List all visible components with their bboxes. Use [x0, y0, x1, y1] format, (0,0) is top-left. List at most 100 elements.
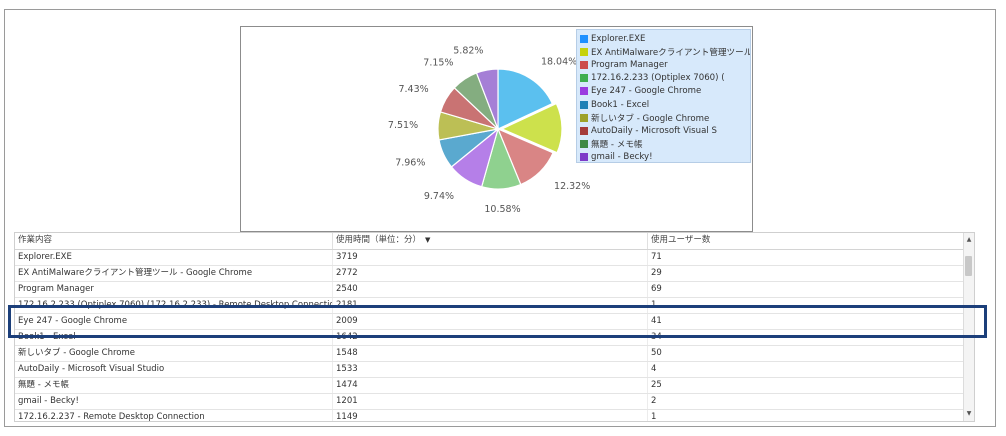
cell-task: AutoDaily - Microsoft Visual Studio [15, 362, 333, 377]
table-header: 作業内容 使用時間（単位：分） ▼ 使用ユーザー数 [15, 233, 965, 250]
legend-label: AutoDaily - Microsoft Visual S [591, 125, 717, 136]
column-header-time[interactable]: 使用時間（単位：分） ▼ [333, 233, 648, 249]
table-row[interactable]: Book1 - Excel 1642 34 [15, 330, 965, 346]
column-header-task[interactable]: 作業内容 [15, 233, 333, 249]
table-scrollbar[interactable]: ▲ ▼ [963, 233, 974, 421]
legend-label: Explorer.EXE [591, 33, 646, 44]
cell-users: 2 [648, 394, 965, 409]
legend-swatch [580, 34, 588, 43]
table-row[interactable]: Explorer.EXE 3719 71 [15, 250, 965, 266]
legend-label: 新しいタブ - Google Chrome [591, 113, 710, 124]
chart-legend: Explorer.EXE EX AntiMalwareクライアント管理ツール - … [576, 29, 751, 163]
legend-item[interactable]: gmail - Becky! [580, 151, 747, 163]
cell-task: Explorer.EXE [15, 250, 333, 265]
table-row[interactable]: gmail - Becky! 1201 2 [15, 394, 965, 410]
table-body: Explorer.EXE 3719 71 EX AntiMalwareクライアント管理… [15, 250, 965, 421]
table-row[interactable]: AutoDaily - Microsoft Visual Studio 1533 4 [15, 362, 965, 378]
table-row[interactable]: 新しいタブ - Google Chrome 1548 50 [15, 346, 965, 362]
pie-data-label: 7.96% [395, 158, 425, 169]
legend-item[interactable]: Explorer.EXE [580, 32, 747, 45]
cell-users: 41 [648, 314, 965, 329]
table-row[interactable]: EX AntiMalwareクライアント管理ツール - Google Chrom… [15, 266, 965, 282]
legend-label: 無題 - メモ帳 [591, 140, 643, 151]
report-panel [4, 9, 996, 427]
cell-task: EX AntiMalwareクライアント管理ツール - Google Chrom… [15, 266, 333, 281]
table-row[interactable]: Eye 247 - Google Chrome 2009 41 [15, 314, 965, 330]
cell-time: 1642 [333, 330, 648, 345]
legend-label: Eye 247 - Google Chrome [591, 86, 702, 97]
cell-users: 4 [648, 362, 965, 377]
legend-swatch [580, 126, 588, 135]
cell-time: 2181 [333, 298, 648, 313]
cell-time: 1149 [333, 410, 648, 421]
legend-item[interactable]: 172.16.2.233 (Optiplex 7060) ( [580, 72, 747, 85]
cell-time: 1548 [333, 346, 648, 361]
pie-slice[interactable] [475, 68, 499, 130]
pie-slice[interactable] [500, 102, 563, 154]
legend-swatch [580, 87, 588, 96]
cell-time: 2009 [333, 314, 648, 329]
legend-swatch [580, 140, 588, 149]
cell-time: 1201 [333, 394, 648, 409]
pie-slice[interactable] [497, 68, 554, 130]
table-row[interactable]: 172.16.2.233 (Optiplex 7060) (172.16.2.2… [15, 298, 965, 314]
legend-item[interactable]: 無題 - メモ帳 [580, 138, 747, 151]
cell-users: 25 [648, 378, 965, 393]
cell-time: 1533 [333, 362, 648, 377]
cell-time: 1474 [333, 378, 648, 393]
pie-data-label: 5.82% [453, 45, 483, 56]
table-row[interactable]: 無題 - メモ帳 1474 25 [15, 378, 965, 394]
usage-table: 作業内容 使用時間（単位：分） ▼ 使用ユーザー数 Explorer.EXE 371… [14, 232, 975, 422]
scroll-up-icon[interactable]: ▲ [966, 236, 972, 243]
cell-task: 172.16.2.233 (Optiplex 7060) (172.16.2.2… [15, 298, 333, 313]
pie-data-label: 7.15% [423, 58, 453, 69]
cell-task: Eye 247 - Google Chrome [15, 314, 333, 329]
cell-time: 3719 [333, 250, 648, 265]
cell-task: 新しいタブ - Google Chrome [15, 346, 333, 361]
legend-swatch [580, 74, 588, 83]
sort-desc-icon[interactable]: ▼ [425, 236, 431, 244]
legend-swatch [580, 113, 588, 122]
legend-label: Book1 - Excel [591, 99, 650, 110]
scroll-thumb[interactable] [965, 256, 972, 276]
legend-label: Program Manager [591, 59, 668, 70]
pie-data-label: 12.32% [554, 181, 590, 192]
legend-label: 172.16.2.233 (Optiplex 7060) ( [591, 73, 725, 84]
legend-item[interactable]: Eye 247 - Google Chrome [580, 85, 747, 98]
pie-data-label: 18.04% [541, 57, 577, 68]
legend-item[interactable]: Program Manager [580, 58, 747, 71]
legend-item[interactable]: AutoDaily - Microsoft Visual S [580, 124, 747, 137]
table-row[interactable]: 172.16.2.237 - Remote Desktop Connection… [15, 410, 965, 421]
pie-chart: 18.04%13.412.32%10.58%9.74%7.96%7.51%7.4… [388, 45, 599, 215]
cell-users: 29 [648, 266, 965, 281]
table-row[interactable]: Program Manager 2540 69 [15, 282, 965, 298]
cell-users: 69 [648, 282, 965, 297]
cell-users: 1 [648, 298, 965, 313]
legend-swatch [580, 153, 588, 162]
pie-data-label: 7.43% [398, 84, 428, 95]
cell-users: 34 [648, 330, 965, 345]
scroll-down-icon[interactable]: ▼ [966, 410, 972, 417]
cell-users: 71 [648, 250, 965, 265]
cell-time: 2772 [333, 266, 648, 281]
legend-label: EX AntiMalwareクライアント管理ツール - Go [591, 47, 751, 58]
column-header-users[interactable]: 使用ユーザー数 [648, 233, 965, 249]
legend-label: gmail - Becky! [591, 152, 653, 163]
cell-task: gmail - Becky! [15, 394, 333, 409]
cell-task: Book1 - Excel [15, 330, 333, 345]
cell-task: 172.16.2.237 - Remote Desktop Connection [15, 410, 333, 421]
cell-users: 1 [648, 410, 965, 421]
legend-item[interactable]: EX AntiMalwareクライアント管理ツール - Go [580, 45, 750, 58]
pie-data-label: 9.74% [424, 191, 454, 202]
cell-users: 50 [648, 346, 965, 361]
pie-chart-panel: 18.04%13.412.32%10.58%9.74%7.96%7.51%7.4… [240, 26, 753, 232]
cell-time: 2540 [333, 282, 648, 297]
legend-swatch [580, 60, 588, 69]
cell-task: 無題 - メモ帳 [15, 378, 333, 393]
pie-data-label: 10.58% [484, 204, 520, 215]
legend-item[interactable]: 新しいタブ - Google Chrome [580, 111, 747, 124]
legend-item[interactable]: Book1 - Excel [580, 98, 747, 111]
legend-swatch [580, 47, 588, 56]
cell-task: Program Manager [15, 282, 333, 297]
pie-data-label: 7.51% [388, 120, 418, 131]
